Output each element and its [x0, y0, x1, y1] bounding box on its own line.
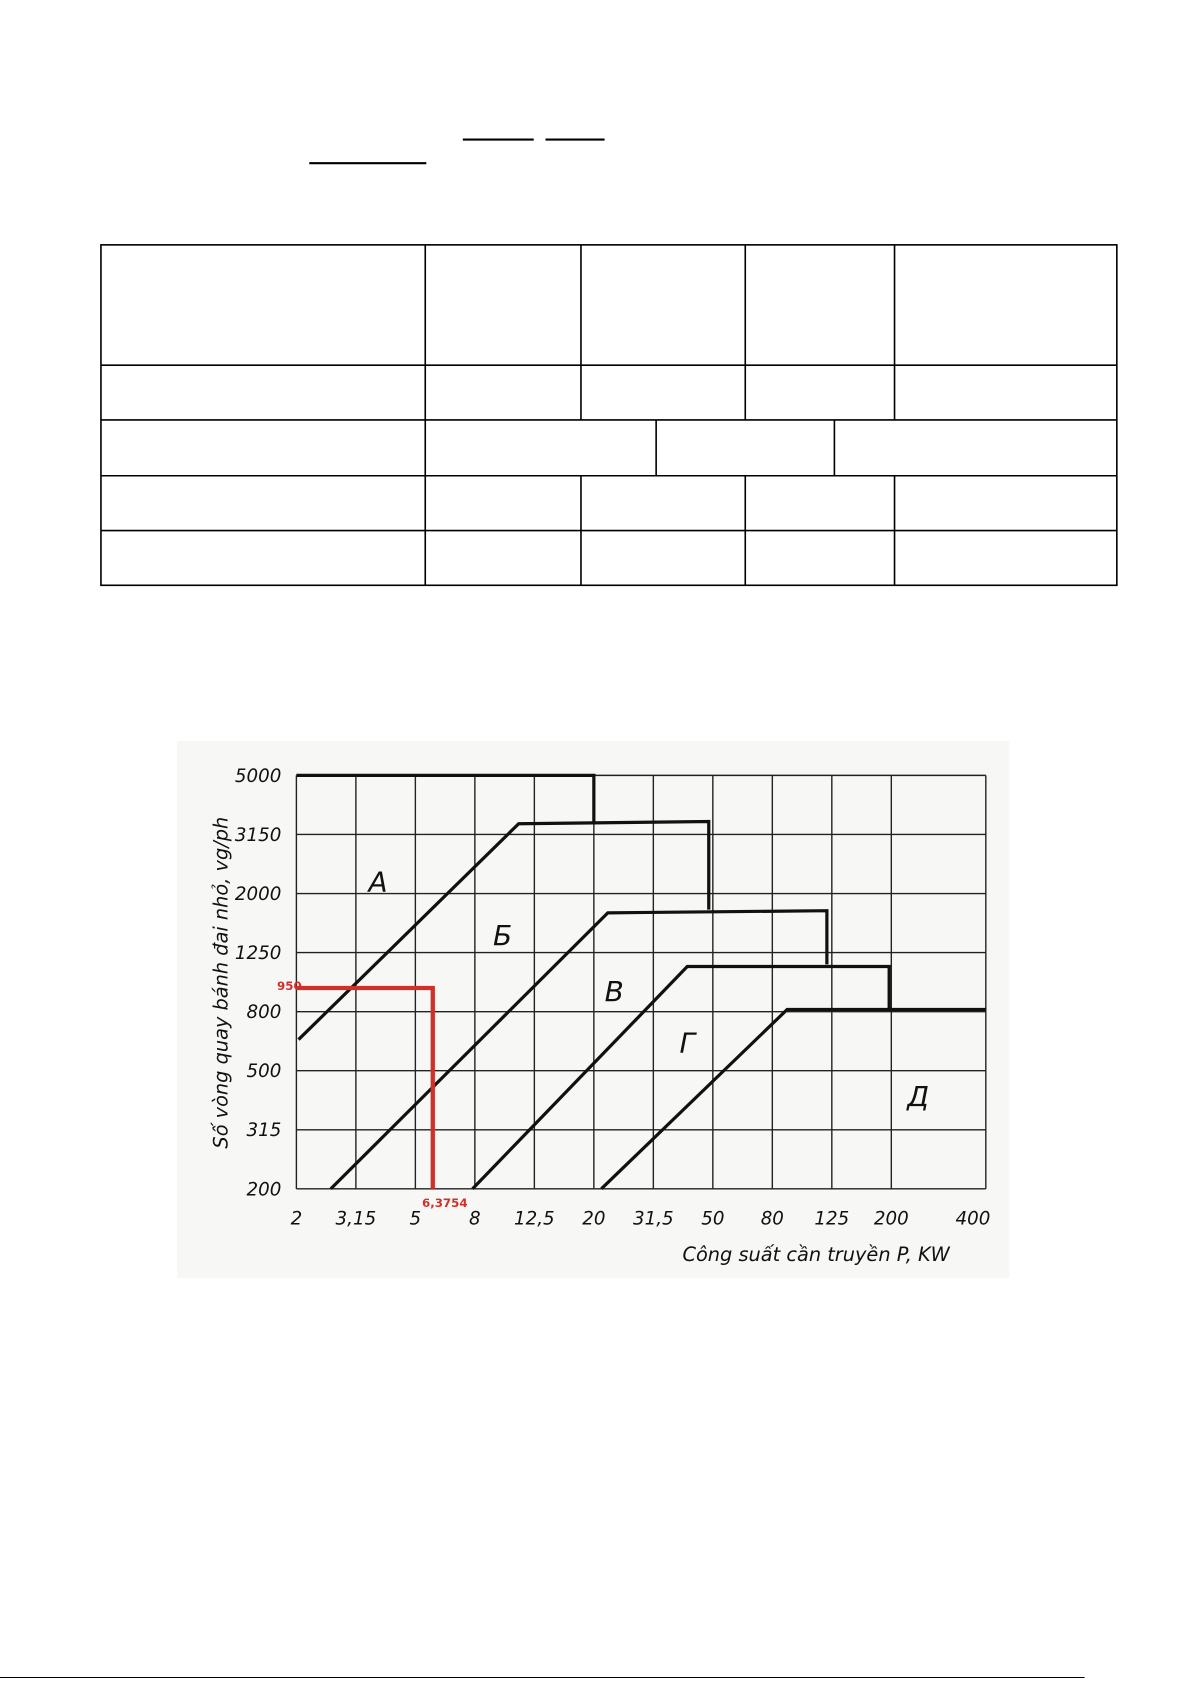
- y-tick-label: 200: [247, 1179, 282, 1200]
- x-tick-label: 50: [701, 1208, 724, 1229]
- region-label: Г: [679, 1026, 697, 1059]
- y-tick-label: 3150: [235, 825, 281, 846]
- x-tick-label: 31,5: [633, 1208, 674, 1229]
- boundary: [329, 909, 829, 1190]
- figure: 950 6,3754 Số vòng quay bánh đai nhỏ, vg…: [210, 766, 991, 1266]
- region-boundaries: [296, 773, 986, 1191]
- reading-line: [296, 985, 435, 1189]
- x-tick-label: 125: [814, 1208, 849, 1229]
- x-tick-label: 12,5: [514, 1208, 555, 1229]
- x-tick-label: 400: [956, 1208, 991, 1229]
- y-tick-label: 2000: [235, 884, 281, 905]
- y-tick-label: 5000: [235, 766, 281, 787]
- region-label: Д: [905, 1080, 929, 1113]
- y-axis-title: Số vòng quay bánh đai nhỏ, vg/ph: [210, 817, 233, 1149]
- region-label: В: [605, 975, 624, 1008]
- annotation: 6,3754: [422, 1196, 468, 1210]
- region-label: A: [366, 865, 387, 898]
- x-tick-label: 8: [469, 1208, 481, 1229]
- x-tick-label: 200: [874, 1208, 909, 1229]
- region-label: Б: [493, 919, 512, 952]
- table: [100, 244, 1118, 587]
- x-tick-label: 20: [582, 1208, 605, 1229]
- y-tick-label: 500: [247, 1061, 282, 1082]
- y-tick-label: 800: [247, 1002, 282, 1023]
- table-border: [100, 244, 1118, 587]
- y-tick-label: 315: [247, 1120, 282, 1141]
- annotation: 950: [277, 979, 302, 993]
- boundary: [296, 773, 596, 822]
- underlines: [309, 138, 605, 165]
- x-axis-title: Công suất cần truyền P, KW: [682, 1243, 950, 1266]
- boundary: [297, 819, 711, 1041]
- boundary: [471, 964, 891, 1190]
- x-tick-label: 3,15: [336, 1208, 377, 1229]
- grid: [295, 774, 987, 1190]
- y-tick-label: 1250: [235, 943, 281, 964]
- boundary: [600, 1007, 986, 1191]
- x-tick-label: 80: [761, 1208, 784, 1229]
- x-tick-label: 5: [410, 1208, 422, 1229]
- x-tick-label: 2: [291, 1208, 303, 1229]
